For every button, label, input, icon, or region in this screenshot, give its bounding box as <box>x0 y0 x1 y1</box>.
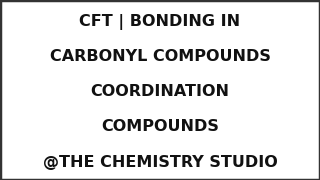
Text: @THE CHEMISTRY STUDIO: @THE CHEMISTRY STUDIO <box>43 154 277 170</box>
Text: COMPOUNDS: COMPOUNDS <box>101 119 219 134</box>
Text: CFT | BONDING IN: CFT | BONDING IN <box>79 14 241 30</box>
Text: COORDINATION: COORDINATION <box>91 84 229 99</box>
Text: CARBONYL COMPOUNDS: CARBONYL COMPOUNDS <box>50 49 270 64</box>
